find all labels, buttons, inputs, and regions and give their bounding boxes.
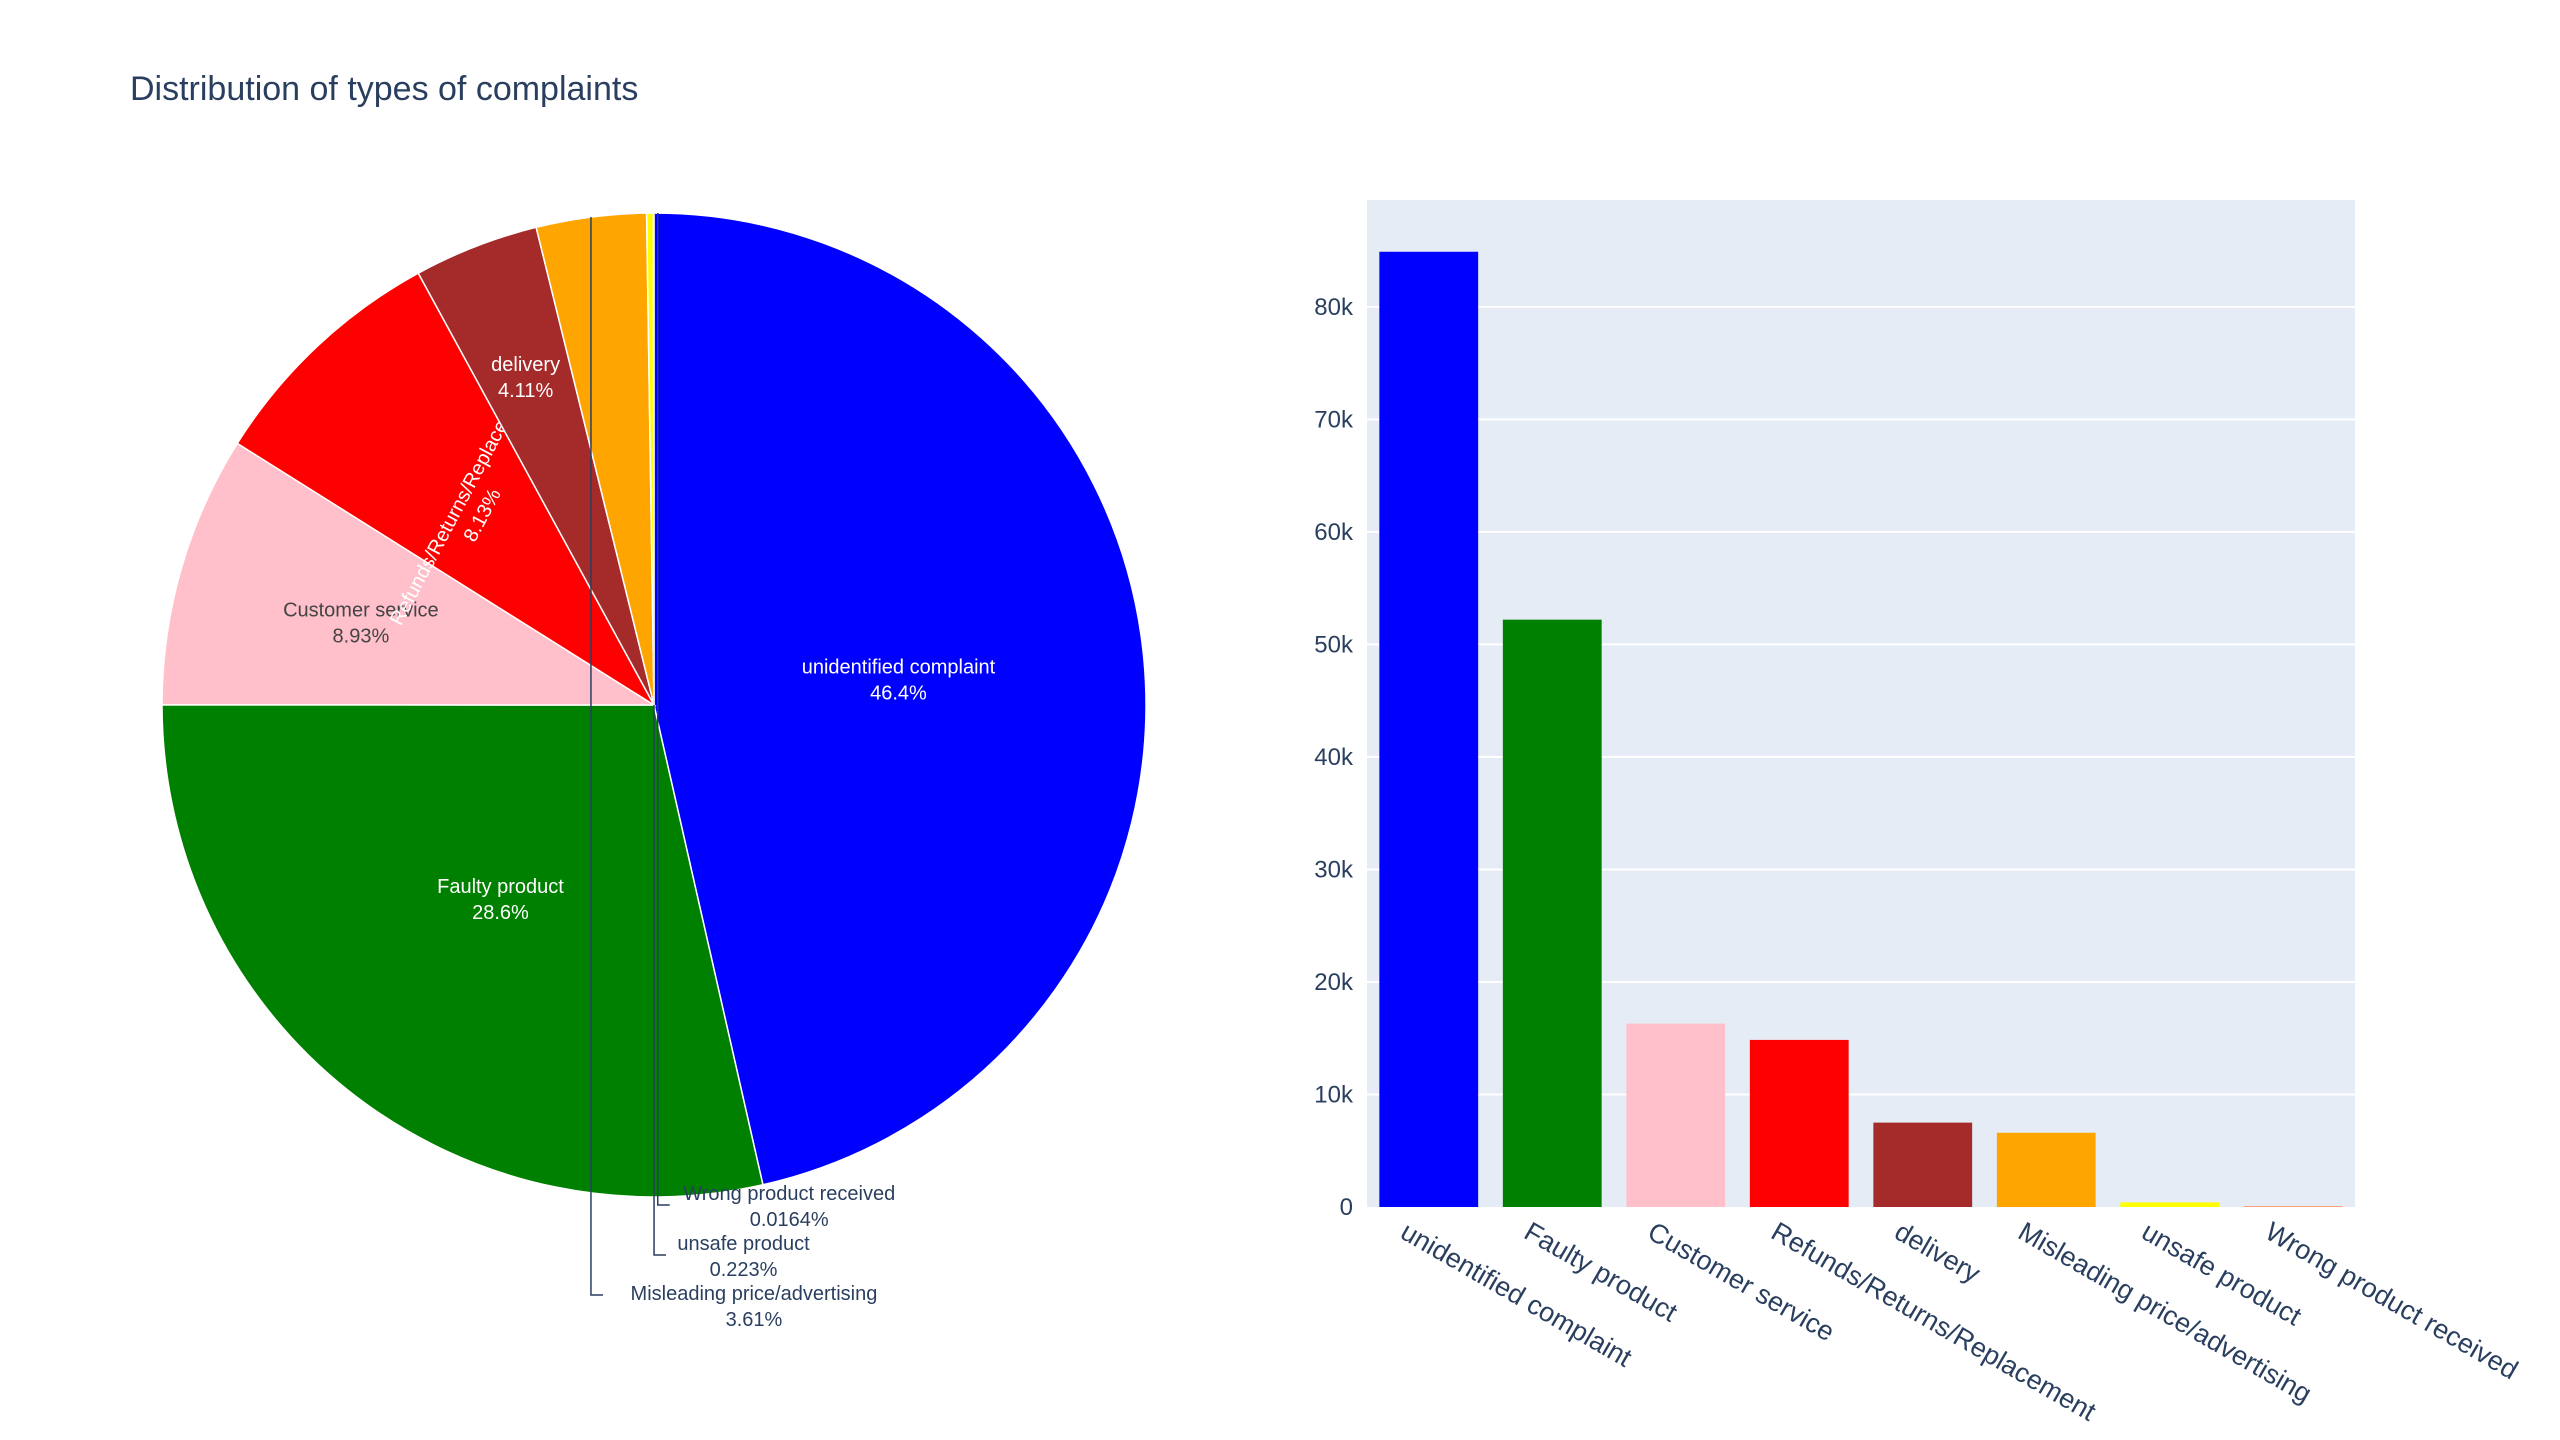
pie-leader-line bbox=[656, 213, 670, 1206]
pie-slice-faulty-product[interactable] bbox=[161, 704, 764, 1198]
bar-chart: 0 10k 20k 30k 40k 50k 60k 70k 80k unidentified co… bbox=[1314, 200, 2523, 1427]
y-tick-label: 0 bbox=[1340, 1194, 1353, 1221]
pie-leader-line bbox=[590, 217, 603, 1296]
pie-label-percent: 8.93% bbox=[333, 626, 390, 648]
pie-label-name: unsafe product bbox=[677, 1233, 810, 1255]
bar-unsafe-product[interactable] bbox=[2120, 1202, 2220, 1207]
pie-label-name: Wrong product received bbox=[683, 1183, 895, 1205]
pie-label: unidentified complaint 46.4% bbox=[802, 657, 996, 705]
y-tick-label: 20k bbox=[1314, 969, 1354, 996]
pie-label-name: unidentified complaint bbox=[802, 657, 996, 679]
pie-slice-refunds-returns-replacement[interactable] bbox=[236, 272, 657, 708]
x-tick-label: unidentified complaint bbox=[1396, 1216, 1638, 1373]
chart-title: Distribution of types of complaints bbox=[130, 70, 638, 108]
pie-label-name: Misleading price/advertising bbox=[631, 1283, 878, 1305]
pie-label-percent: 0.0164% bbox=[750, 1209, 829, 1231]
pie-slice-customer-service[interactable] bbox=[161, 442, 657, 706]
pie-label-name: delivery bbox=[491, 354, 560, 376]
pie-label-percent: 4.11% bbox=[498, 380, 553, 402]
y-tick-label: 80k bbox=[1314, 294, 1354, 321]
y-tick-label: 60k bbox=[1314, 519, 1354, 546]
pie-label-name: Customer service bbox=[283, 600, 439, 622]
x-tick-label: delivery bbox=[1890, 1216, 1986, 1289]
pie-label: Faulty product 28.6% bbox=[437, 876, 564, 924]
pie-slice-unidentified-complaint[interactable] bbox=[653, 212, 1147, 1186]
pie-label-percent: 46.4% bbox=[870, 683, 927, 705]
pie-label-percent: 28.6% bbox=[472, 902, 529, 924]
pie-label: delivery 4.11% bbox=[491, 354, 560, 402]
pie-label-percent: 0.223% bbox=[710, 1259, 778, 1281]
pie-slice-wrong-product-received[interactable] bbox=[652, 212, 655, 706]
y-tick-label: 40k bbox=[1314, 744, 1354, 771]
bar-unidentified-complaint[interactable] bbox=[1379, 251, 1479, 1208]
bar-misleading-price-advertising[interactable] bbox=[1996, 1132, 2096, 1207]
bar-delivery[interactable] bbox=[1873, 1122, 1973, 1207]
pie-chart: unidentified complaint 46.4% Faulty produc… bbox=[161, 212, 1147, 1331]
y-tick-label: 70k bbox=[1314, 406, 1354, 433]
pie-label: Customer service 8.93% bbox=[283, 600, 439, 648]
y-tick-label: 30k bbox=[1314, 856, 1354, 883]
pie-label-percent: 3.61% bbox=[726, 1309, 783, 1331]
bar-wrong-product-received[interactable] bbox=[2243, 1206, 2343, 1207]
bar-customer-service[interactable] bbox=[1626, 1023, 1726, 1207]
y-tick-label: 50k bbox=[1314, 631, 1354, 658]
y-tick-label: 10k bbox=[1314, 1081, 1354, 1108]
bar-faulty-product[interactable] bbox=[1502, 619, 1602, 1207]
bar-refunds-returns-replacement[interactable] bbox=[1749, 1039, 1849, 1207]
pie-label-name: Faulty product bbox=[437, 876, 564, 898]
